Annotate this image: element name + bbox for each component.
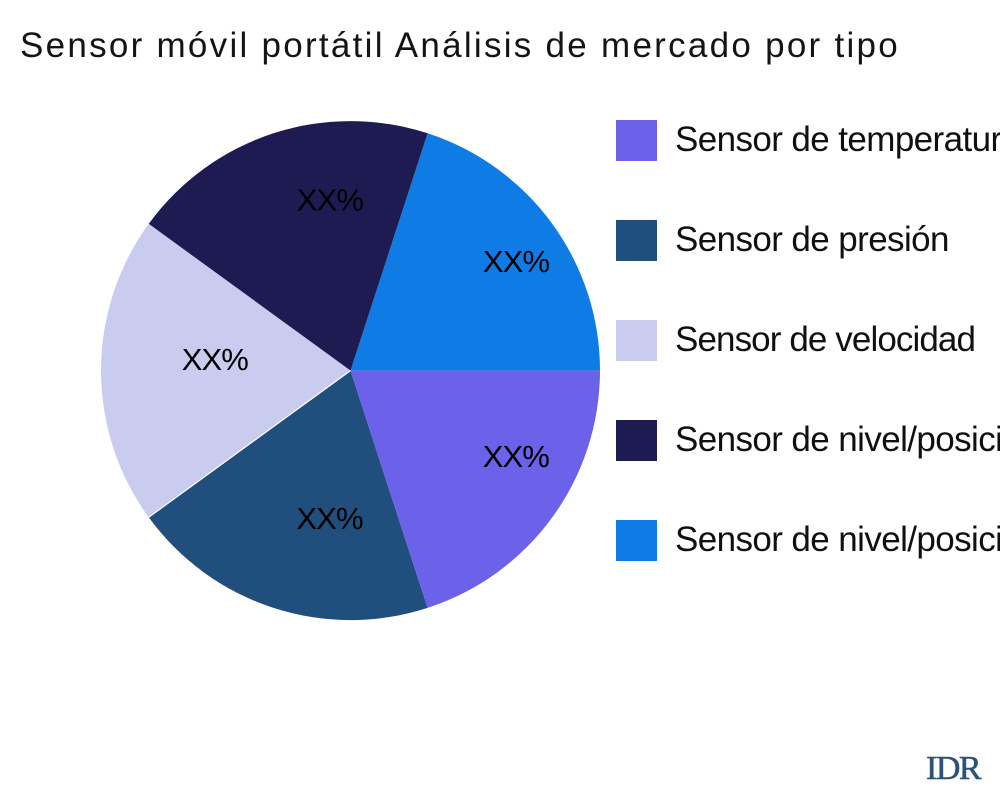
svg-text:XX%: XX% (296, 501, 363, 536)
svg-text:XX%: XX% (182, 342, 249, 377)
svg-text:XX%: XX% (297, 182, 364, 217)
svg-text:XX%: XX% (483, 244, 550, 279)
svg-text:XX%: XX% (483, 439, 550, 474)
